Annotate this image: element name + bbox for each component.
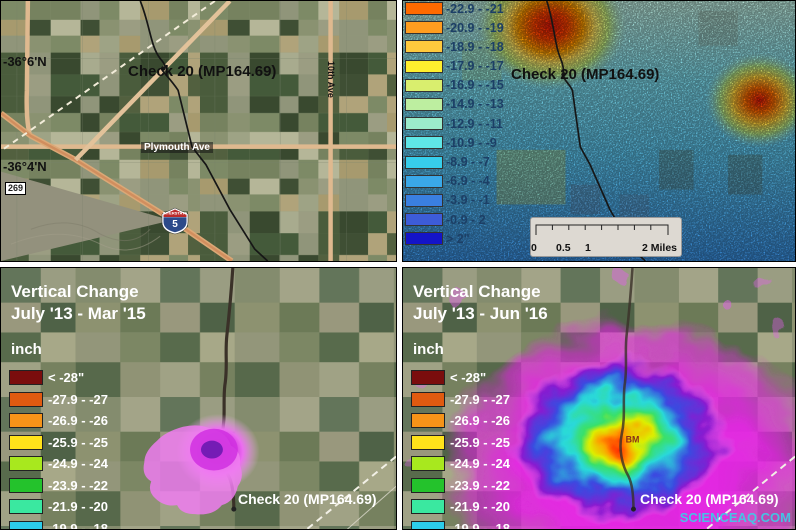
svg-text:5: 5	[172, 219, 178, 230]
svg-text:BM: BM	[626, 435, 640, 445]
svg-text:INTERSTATE: INTERSTATE	[163, 210, 188, 215]
